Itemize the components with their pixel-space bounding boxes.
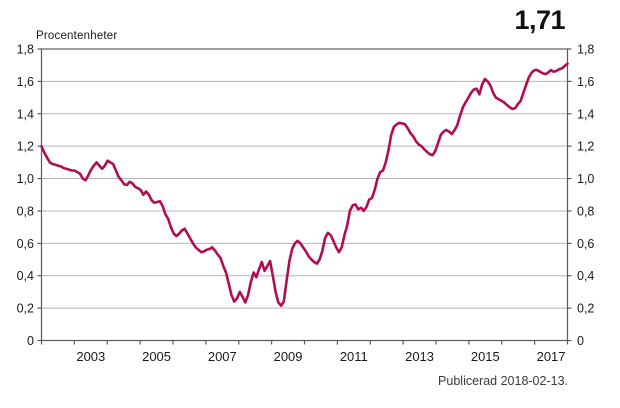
y-tick-label-right: 1,2 <box>577 140 594 154</box>
y-tick-label-right: 1,6 <box>577 75 594 89</box>
y-tick-label-left: 1,8 <box>17 43 34 57</box>
y-tick-label-left: 0 <box>27 334 34 348</box>
y-tick-label-right: 0 <box>577 334 584 348</box>
y-tick-label-left: 1,0 <box>17 172 34 186</box>
y-tick-label-right: 0,4 <box>577 269 594 283</box>
x-tick-label: 2003 <box>76 349 105 364</box>
y-tick-label-right: 0,2 <box>577 302 594 316</box>
y-tick-label-left: 1,6 <box>17 75 34 89</box>
data-line <box>40 62 569 308</box>
y-tick-label-left: 0,6 <box>17 237 34 251</box>
x-tick-label: 2011 <box>340 349 368 364</box>
x-tick-label: 2005 <box>142 349 171 364</box>
y-tick-label-right: 1,0 <box>577 172 594 186</box>
x-tick-label: 2013 <box>405 349 434 364</box>
y-tick-label-left: 1,4 <box>17 107 34 121</box>
x-tick-label: 2015 <box>471 349 500 364</box>
y-tick-label-left: 0,2 <box>17 302 34 316</box>
y-tick-label-right: 0,8 <box>577 204 594 218</box>
x-tick-label: 2017 <box>537 349 566 364</box>
plot-border <box>40 48 569 342</box>
y-tick-label-right: 0,6 <box>577 237 594 251</box>
latest-value-label: 1,71 <box>514 5 565 35</box>
x-tick-label: 2009 <box>274 349 303 364</box>
x-tick-label: 2007 <box>208 349 237 364</box>
y-tick-label-right: 1,8 <box>577 43 594 57</box>
y-axis-title: Procentenheter <box>36 30 118 42</box>
y-tick-label-left: 0,4 <box>17 269 34 283</box>
y-tick-label-left: 0,8 <box>17 204 34 218</box>
y-tick-label-left: 1,2 <box>17 140 34 154</box>
published-date-note: Publicerad 2018-02-13. <box>438 374 568 388</box>
y-tick-label-right: 1,4 <box>577 107 594 121</box>
